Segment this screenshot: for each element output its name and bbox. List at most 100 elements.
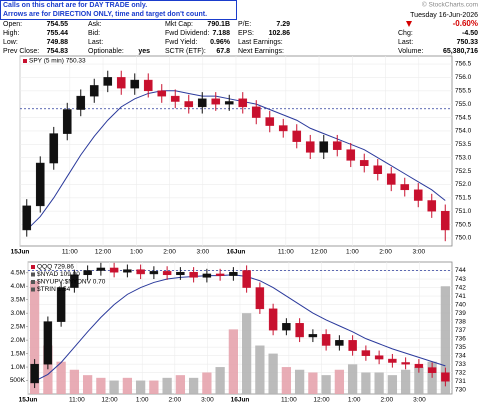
volume-bar: [82, 375, 93, 394]
y-tick-label: 755.0: [455, 101, 472, 108]
y-tick-label: 738: [455, 318, 466, 325]
notice-box: [0, 0, 237, 20]
candle-body: [278, 125, 288, 132]
y-tick-label: 752.5: [455, 168, 472, 175]
y2-tick-label: 2.5M: [11, 323, 25, 330]
candle-body: [30, 363, 39, 384]
x-tick-label: 3:00: [196, 249, 209, 256]
quote-label: Chg:: [398, 30, 413, 37]
x-tick-label: 11:00: [69, 397, 85, 404]
candle-body: [321, 334, 331, 346]
volume-bar: [162, 377, 172, 394]
candle-body: [373, 165, 383, 174]
candle-body: [76, 95, 86, 110]
candle-body: [348, 340, 357, 351]
quote-label: Next Earnings:: [238, 48, 284, 55]
legend-entry: $NYAD 109.00: [37, 271, 80, 278]
candle-body: [211, 98, 221, 105]
x-tick-label: 16Jun: [231, 397, 250, 404]
quote-label: Last:: [88, 39, 103, 46]
candle-body: [268, 308, 278, 331]
legend-swatch: [31, 265, 35, 269]
x-tick-label: 11:00: [62, 249, 78, 256]
y-tick-label: 751.5: [455, 195, 472, 202]
y-tick-label: 734: [455, 352, 466, 359]
candle-body: [441, 372, 450, 382]
candle-body: [103, 77, 113, 86]
y2-tick-label: 500K: [10, 377, 26, 384]
quote-value: 7.29: [276, 21, 290, 28]
quote-label: High:: [3, 30, 19, 37]
y2-tick-label: 2.0M: [11, 337, 25, 344]
y-tick-label: 737: [455, 327, 466, 334]
x-tick-label: 2:00: [379, 249, 392, 256]
candle-body: [255, 287, 265, 310]
y-tick-label: 750.0: [455, 235, 472, 242]
quote-label: Ask:: [88, 21, 102, 28]
quote-label: Fwd Yield:: [165, 39, 197, 46]
quote-label: Low:: [3, 39, 18, 46]
candle-body: [305, 141, 315, 153]
x-tick-label: 12:00: [95, 249, 112, 256]
candle-body: [440, 210, 450, 231]
candle-body: [162, 271, 172, 276]
x-tick-label: 1:00: [136, 397, 149, 404]
quote-label: P/E:: [238, 21, 251, 28]
quote-value: -4.50: [462, 30, 478, 37]
candle-body: [116, 77, 126, 89]
moving-average: [26, 90, 446, 231]
volume-bar: [400, 369, 411, 394]
candle-body: [251, 106, 261, 118]
candle-body: [130, 79, 140, 89]
y-tick-label: 736: [455, 335, 466, 342]
quote-label: Prev Close:: [3, 48, 39, 55]
volume-bar: [56, 361, 66, 394]
candle-body: [49, 133, 59, 164]
volume-bar: [294, 369, 305, 394]
legend-swatch: [31, 272, 35, 277]
volume-bar: [374, 372, 384, 394]
x-tick-label: 3:00: [413, 397, 426, 404]
legend-swatch: [31, 280, 35, 284]
x-tick-label: 2:00: [168, 397, 181, 404]
notice-line: Arrows are for DIRECTION ONLY, time and …: [3, 11, 207, 18]
candle-body: [361, 350, 371, 356]
legend-entry: $TRIN 1.54: [37, 286, 71, 293]
y-tick-label: 753.0: [455, 154, 472, 161]
y-tick-label: 752.0: [455, 181, 472, 188]
candle-body: [427, 200, 437, 212]
candle-body: [359, 160, 369, 166]
legend-entry: SPY (5 min) 750.33: [29, 58, 86, 65]
y-tick-label: 739: [455, 310, 466, 317]
x-tick-label: 12:00: [311, 249, 328, 256]
quote-label: Mkt Cap:: [165, 21, 193, 28]
legend-swatch: [23, 59, 27, 63]
volume-bar: [361, 372, 371, 394]
quote-label: EPS:: [238, 30, 254, 37]
volume-bar: [43, 345, 53, 394]
volume-bar: [188, 377, 199, 394]
volume-bar: [334, 369, 345, 394]
quote-value: yes: [138, 48, 150, 55]
volume-bar: [321, 375, 331, 394]
candle-body: [224, 101, 234, 105]
quote-label: Volume:: [398, 48, 423, 55]
candle-body: [295, 323, 304, 338]
copyright: © StockCharts.com: [422, 1, 478, 9]
y-tick-label: 754.0: [455, 128, 472, 135]
quote-label: Bid:: [88, 30, 100, 37]
quote-value: 0.96%: [210, 39, 231, 46]
candle-body: [83, 270, 92, 276]
legend-entry: QQQ 729.86: [37, 264, 74, 271]
date: Tuesday 16-Jun-2026: [410, 12, 478, 19]
moving-average: [34, 274, 446, 382]
candle-body: [43, 321, 53, 365]
volume-bar: [347, 364, 358, 394]
y-tick-label: 751.0: [455, 208, 472, 215]
candle-body: [242, 270, 251, 288]
candle-body: [143, 79, 153, 92]
y-tick-label: 742: [455, 284, 466, 291]
volume-bar: [175, 375, 186, 394]
quote-label: Optionable:: [88, 48, 124, 55]
volume-bar: [281, 367, 292, 394]
